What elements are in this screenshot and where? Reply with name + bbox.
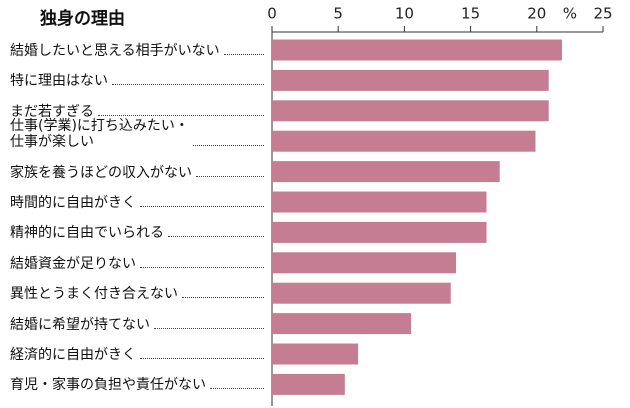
leader-line	[140, 206, 264, 207]
leader-line	[154, 327, 264, 329]
y-tick-label: 家族を養うほどの収入がない	[10, 164, 192, 181]
bar	[272, 313, 412, 335]
leader-line	[192, 145, 264, 147]
leader-line	[168, 236, 264, 238]
y-tick-label: 経済的に自由がきく	[10, 347, 136, 363]
category-row: 結婚資金が足りない	[10, 256, 268, 272]
chart-title: 独身の理由	[40, 9, 125, 29]
bar	[272, 191, 487, 213]
x-tick-label: 10	[395, 5, 414, 23]
category-row: 経済的に自由がきく	[10, 347, 268, 363]
unit-label: %	[563, 5, 577, 23]
bar	[272, 221, 487, 243]
category-row: 結婚に希望が持てない	[10, 317, 268, 333]
y-tick-label: 結婚に希望が持てない	[10, 316, 150, 333]
y-tick-label: 特に理由はない	[10, 73, 108, 90]
leader-line	[196, 175, 264, 177]
y-tick-label: まだ若すぎる	[10, 103, 94, 120]
bar	[272, 161, 500, 183]
bar	[272, 282, 451, 304]
category-row: 特に理由はない	[10, 73, 268, 89]
x-tick-label: 25	[593, 5, 612, 23]
category-row: 異性とうまく付き合えない	[10, 286, 268, 302]
bar	[272, 130, 536, 152]
y-tick-label: 結婚したいと思える相手がいない	[10, 43, 220, 59]
bar	[272, 100, 549, 122]
y-tick-label: 育児・家事の負担や責任がない	[10, 377, 206, 394]
leader-line	[210, 388, 264, 390]
y-tick-label: 仕事(学業)に打ち込みたい・ 仕事が楽しい	[10, 118, 189, 151]
bar	[272, 373, 345, 395]
y-tick-label: 結婚資金が足りない	[10, 255, 136, 272]
bar	[272, 252, 457, 274]
leader-line	[112, 84, 264, 86]
category-row: 結婚したいと思える相手がいない	[10, 43, 268, 59]
category-row: 家族を養うほどの収入がない	[10, 165, 268, 181]
x-tick-label: 0	[267, 5, 277, 23]
leader-line	[182, 297, 264, 299]
y-tick-label: 異性とうまく付き合えない	[10, 286, 178, 303]
leader-line	[223, 54, 264, 55]
y-tick-label: 時間的に自由がきく	[10, 195, 136, 211]
x-tick-label: 20	[527, 5, 546, 23]
x-tick-label: 5	[333, 5, 343, 23]
bar	[272, 343, 359, 365]
bar	[272, 39, 562, 61]
leader-line	[98, 114, 264, 116]
leader-line	[140, 358, 264, 359]
category-row: 精神的に自由でいられる	[10, 225, 268, 241]
category-row: 育児・家事の負担や責任がない	[10, 377, 268, 393]
x-tick-label: 15	[461, 5, 480, 23]
bar	[272, 69, 549, 91]
category-row: まだ若すぎる	[10, 104, 268, 120]
y-tick-label: 精神的に自由でいられる	[10, 225, 164, 242]
category-row: 仕事(学業)に打ち込みたい・ 仕事が楽しい	[10, 118, 268, 150]
category-row: 時間的に自由がきく	[10, 195, 268, 211]
leader-line	[140, 266, 264, 268]
